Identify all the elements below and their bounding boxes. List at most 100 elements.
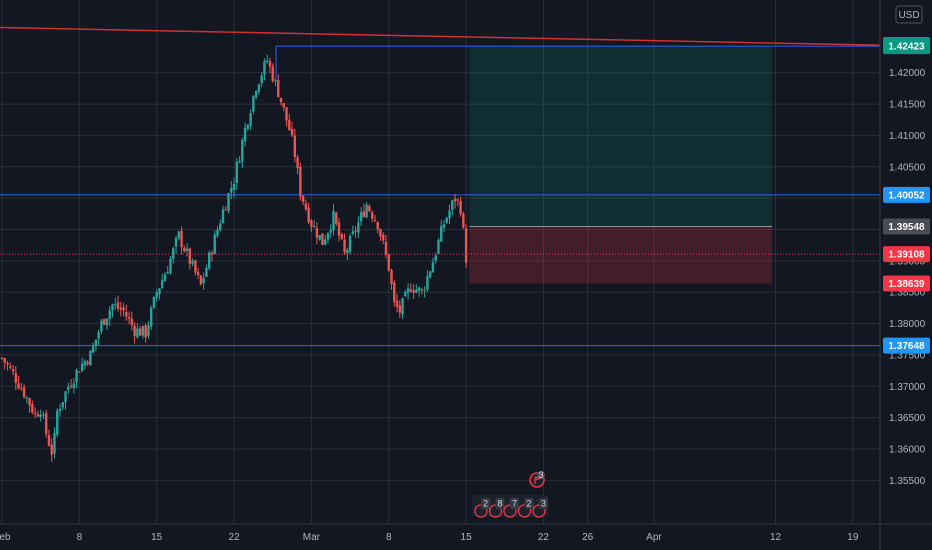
target-price-tag-bg[interactable] — [883, 38, 930, 55]
last-price-tag-bg[interactable] — [883, 246, 930, 263]
candle-body — [20, 388, 23, 390]
event-count-badge — [495, 498, 505, 509]
candle-body — [282, 103, 285, 108]
candle-body — [111, 304, 114, 311]
stop-price-tag-bg[interactable] — [883, 275, 930, 292]
candle-body — [373, 220, 377, 222]
candle-body — [348, 235, 352, 252]
candle-body — [379, 229, 382, 237]
economic-events[interactable]: 32 8 7 2 3 — [472, 470, 548, 518]
candle-body — [89, 350, 92, 366]
time-tick-label: 22 — [228, 532, 240, 543]
candle-body — [445, 217, 448, 223]
candle-body — [293, 135, 297, 157]
resistance-price-tag[interactable]: 1.40052 — [883, 186, 930, 203]
candle-body — [42, 414, 45, 416]
candle-body — [368, 205, 371, 212]
candle-body — [108, 310, 111, 319]
target-price-tag[interactable]: 1.42423 — [883, 38, 930, 55]
event-count: 2 — [526, 499, 531, 509]
stop-price-tag-text: 1.38639 — [888, 279, 925, 290]
price-tick-label: 1.37500 — [889, 350, 926, 361]
candle-body — [169, 258, 172, 274]
candle-body — [86, 361, 89, 365]
time-tick-label: 15 — [151, 532, 163, 543]
candle-body — [191, 260, 194, 264]
candle-body — [257, 84, 261, 92]
candle-body — [188, 248, 192, 264]
candle-body — [324, 239, 327, 245]
entry-price-tag[interactable]: 1.39548 — [883, 218, 930, 235]
candle-body — [119, 307, 122, 310]
candle-body — [459, 200, 462, 215]
candle-body — [440, 226, 443, 242]
candle-body — [288, 119, 291, 131]
candle-body — [136, 328, 139, 338]
candle-body — [263, 61, 266, 75]
candle-body — [462, 213, 465, 228]
trend-line[interactable] — [0, 26, 881, 46]
profit-zone[interactable] — [469, 46, 773, 227]
currency-badge-frame[interactable] — [895, 5, 923, 24]
candle-body — [354, 230, 357, 232]
candle-body — [230, 188, 233, 193]
price-axis[interactable] — [880, 0, 932, 550]
candle-body — [103, 319, 106, 325]
candle-body — [147, 325, 150, 336]
candle-body — [252, 95, 255, 112]
candle-body — [332, 210, 335, 231]
candle-body — [11, 368, 15, 372]
candle-body — [235, 161, 239, 183]
currency-selector[interactable]: USD — [895, 5, 923, 24]
candle-body — [307, 207, 310, 223]
candles — [0, 54, 468, 463]
support-price-tag-bg[interactable] — [883, 337, 930, 354]
candle-body — [166, 272, 169, 274]
time-tick-label: 15 — [461, 532, 473, 543]
candle-body — [183, 247, 186, 252]
candle-body — [22, 387, 26, 398]
candle-body — [404, 291, 407, 297]
candle-body — [279, 97, 283, 103]
candle-body — [243, 127, 247, 142]
time-tick-label: 22 — [538, 532, 550, 543]
candle-body — [426, 275, 429, 290]
loss-zone[interactable] — [469, 226, 773, 284]
candle-body — [326, 232, 330, 240]
candle-body — [296, 157, 299, 168]
resistance-price-tag-text: 1.40052 — [888, 190, 925, 201]
candle-body — [116, 302, 120, 309]
last-price-tag[interactable]: 1.39108 — [883, 246, 930, 263]
candle-body — [149, 308, 153, 327]
candle-body — [357, 222, 360, 233]
candle-body — [224, 209, 227, 211]
candle-body — [335, 212, 338, 224]
candle-body — [161, 280, 164, 289]
entry-price-tag-bg[interactable] — [883, 218, 930, 235]
candle-body — [39, 414, 42, 417]
candle-body — [122, 307, 125, 311]
currency-label: USD — [898, 10, 919, 21]
candle-body — [125, 312, 128, 317]
candle-body — [434, 255, 437, 261]
time-tick-label: Apr — [646, 532, 662, 543]
time-tick-label: 26 — [582, 532, 594, 543]
candle-body — [442, 224, 446, 228]
price-tick-label: 1.35500 — [889, 476, 926, 487]
long-position[interactable] — [469, 46, 773, 284]
price-tick-label: 1.37000 — [889, 382, 926, 393]
resistance-price-tag-bg[interactable] — [883, 186, 930, 203]
candle-body — [72, 383, 76, 389]
candle-body — [376, 222, 379, 230]
stop-price-tag[interactable]: 1.38639 — [883, 275, 930, 292]
candle-body — [221, 209, 225, 224]
candle-body — [384, 241, 388, 255]
candle-body — [304, 203, 308, 210]
candle-body — [180, 230, 183, 248]
last-price-tag-text: 1.39108 — [888, 250, 925, 261]
candle-body — [114, 304, 117, 306]
candle-body — [428, 271, 432, 278]
candle-body — [25, 397, 29, 399]
support-price-tag[interactable]: 1.37648 — [883, 337, 930, 354]
